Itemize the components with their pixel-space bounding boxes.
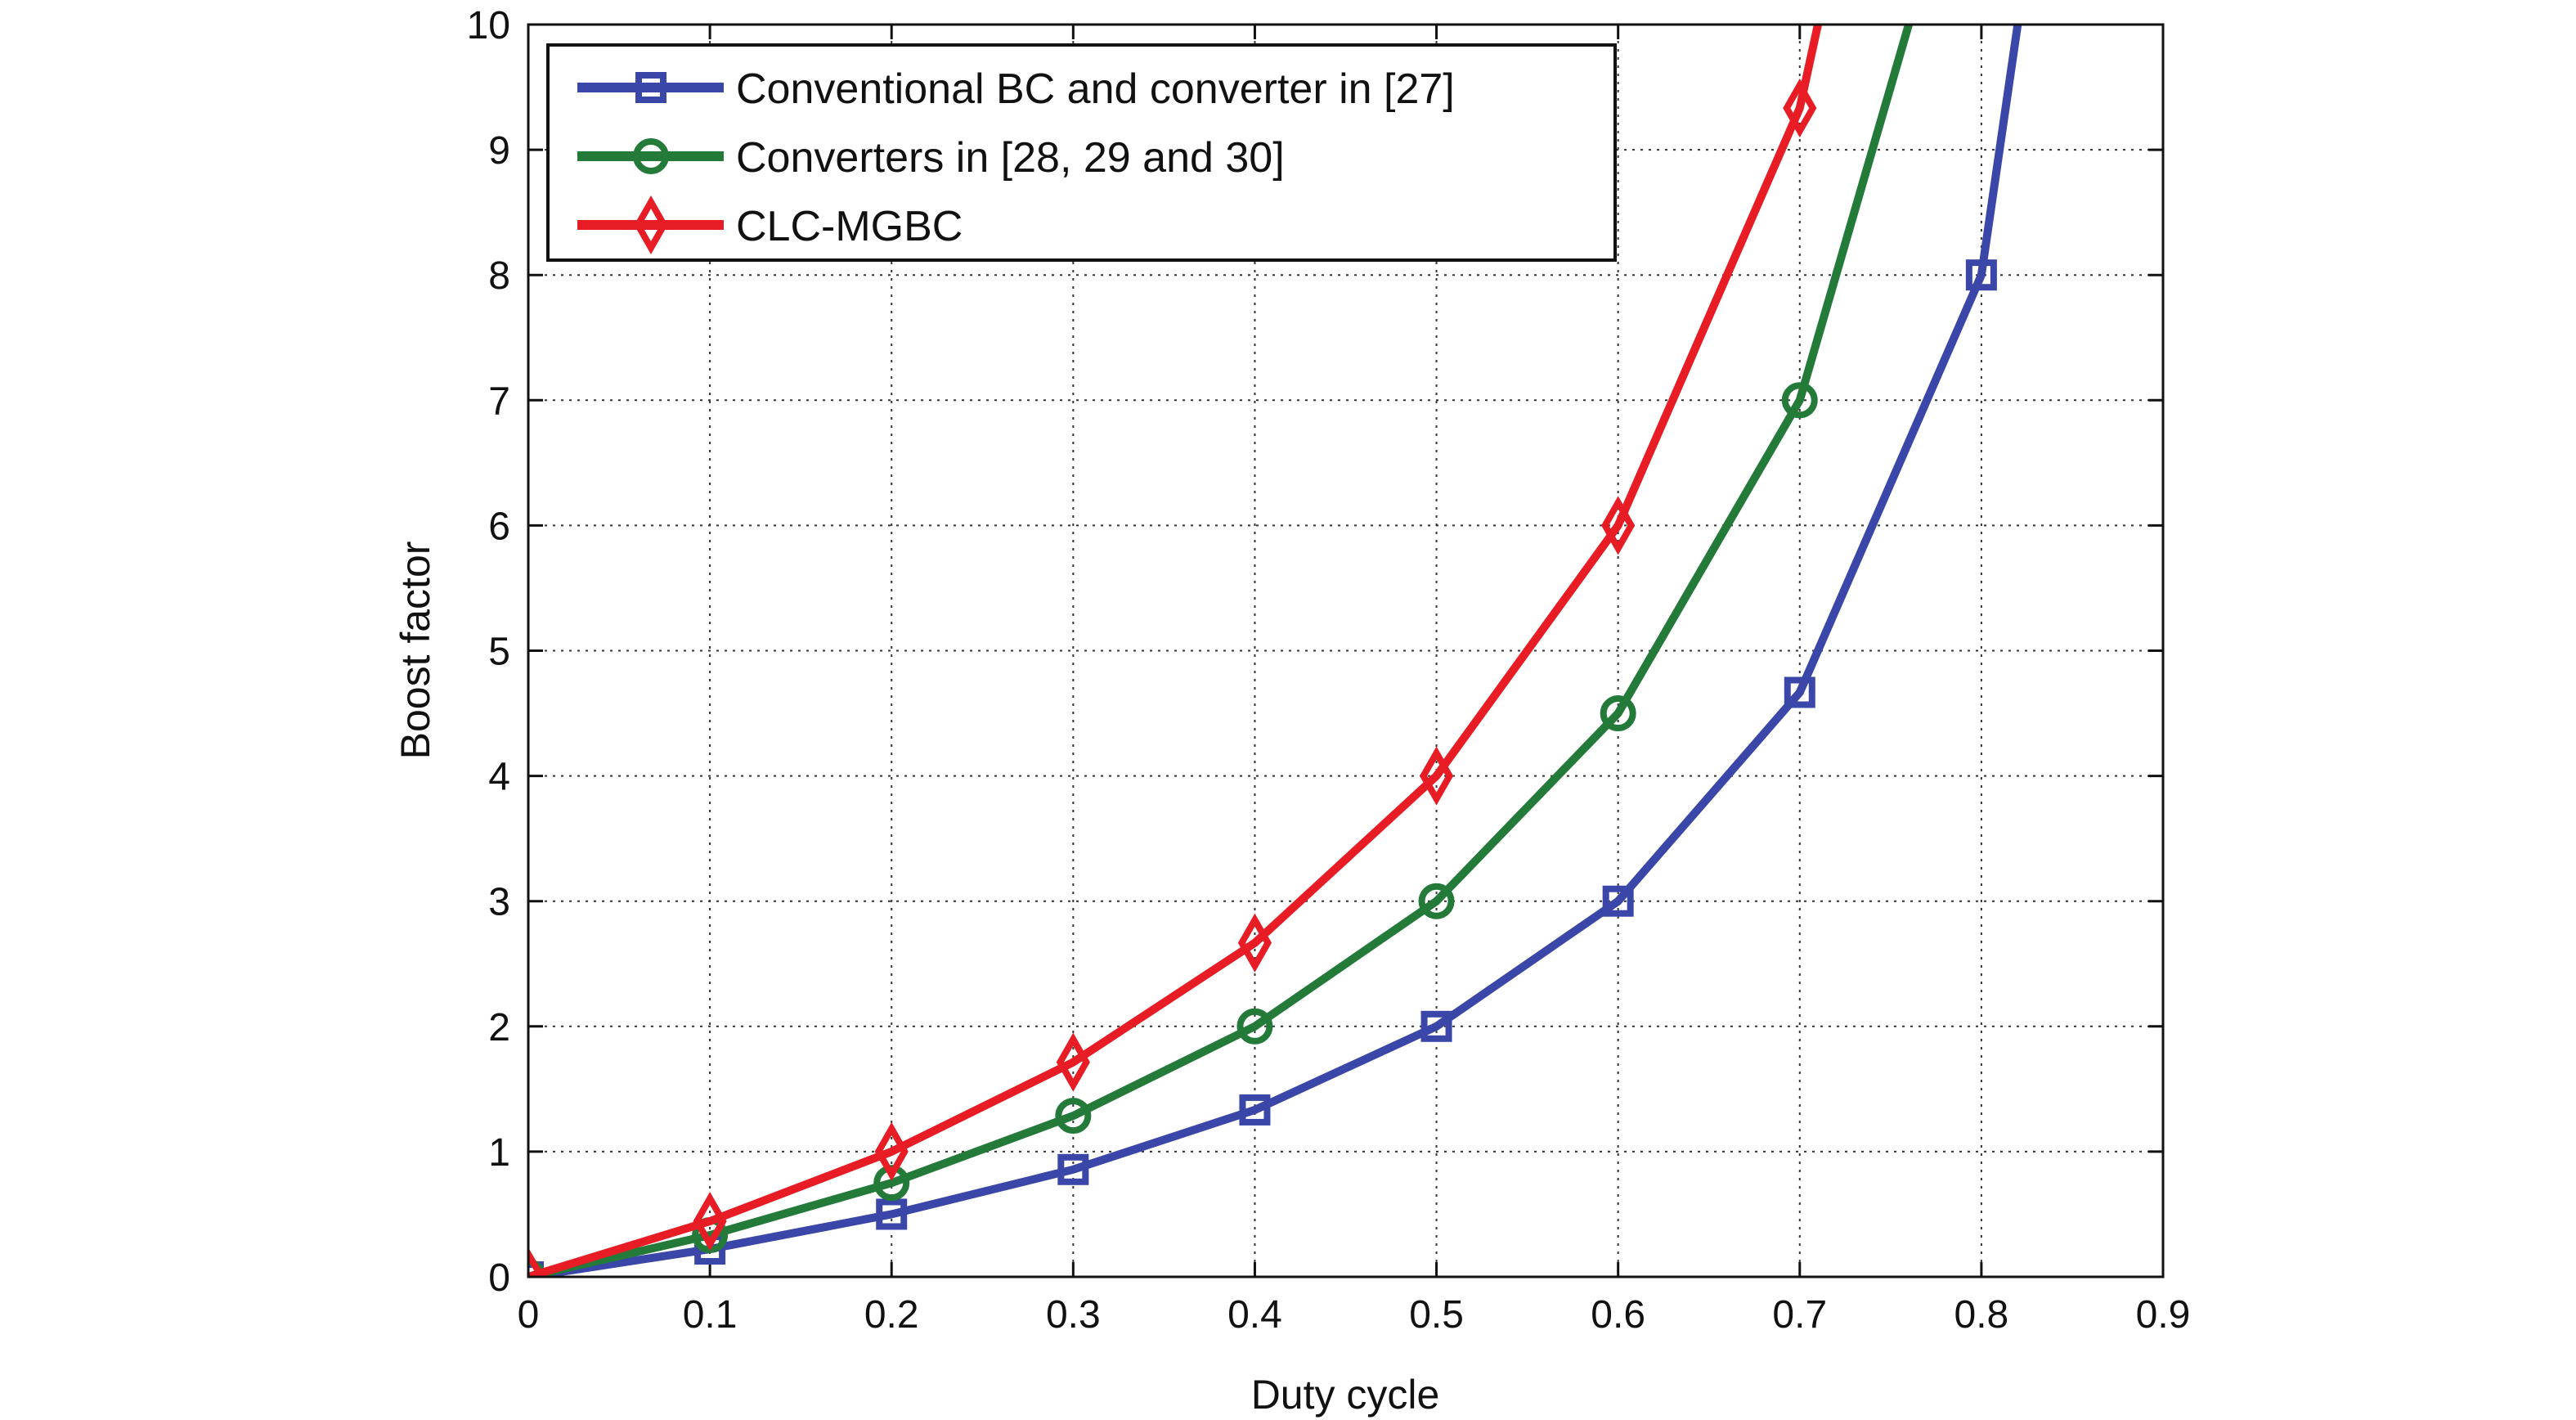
- y-tick-label: 10: [467, 4, 510, 47]
- series-square: [528, 25, 2022, 1277]
- diamond-marker: [1601, 496, 1636, 555]
- legend-label: Conventional BC and converter in [27]: [736, 65, 1455, 113]
- x-tick-label: 0.7: [1772, 1293, 1827, 1337]
- circle-marker: [1418, 883, 1455, 919]
- y-tick-label: 2: [488, 1006, 510, 1049]
- x-tick-label: 0.4: [1227, 1293, 1282, 1337]
- series-diamond: [528, 25, 1823, 1277]
- diamond-marker: [1783, 79, 1817, 138]
- y-axis-label: Boost factor: [393, 541, 438, 760]
- square-marker: [635, 72, 666, 103]
- series-line: [528, 25, 2022, 1277]
- x-tick-label: 0.3: [1046, 1293, 1101, 1337]
- square-marker: [876, 1198, 908, 1230]
- y-tick-label: 8: [488, 254, 510, 298]
- x-tick-label: 0.2: [864, 1293, 919, 1337]
- circle-marker: [633, 138, 669, 174]
- y-tick-label: 3: [488, 881, 510, 924]
- square-marker: [1420, 1010, 1452, 1042]
- x-tick-label: 0.6: [1591, 1293, 1645, 1337]
- series-line: [528, 25, 1914, 1277]
- legend-label: CLC-MGBC: [736, 203, 963, 250]
- series-circle: [528, 25, 1914, 1277]
- x-tick-label: 0.1: [683, 1293, 738, 1337]
- diamond-marker: [1056, 1032, 1090, 1092]
- diamond-marker: [1237, 913, 1272, 973]
- circle-marker: [1055, 1098, 1092, 1135]
- square-marker: [1239, 1094, 1271, 1126]
- x-tick-label: 0: [518, 1293, 540, 1337]
- square-marker: [1784, 676, 1815, 708]
- x-tick-label: 0.8: [1954, 1293, 2009, 1337]
- y-tick-label: 1: [488, 1131, 510, 1175]
- y-tick-label: 0: [488, 1256, 510, 1300]
- diamond-marker: [528, 1247, 545, 1277]
- y-tick-label: 7: [488, 380, 510, 423]
- circle-marker: [1600, 695, 1636, 732]
- x-tick-label: 0.9: [2136, 1293, 2191, 1337]
- legend-label: Converters in [28, 29 and 30]: [736, 134, 1285, 182]
- diamond-marker: [693, 1191, 727, 1251]
- series-layer: [528, 25, 2022, 1277]
- circle-marker: [1236, 1008, 1273, 1045]
- square-marker: [1057, 1153, 1089, 1185]
- diamond-marker: [1419, 746, 1454, 806]
- square-marker: [1602, 885, 1634, 917]
- y-tick-label: 4: [488, 756, 510, 799]
- circle-marker: [1781, 382, 1818, 419]
- y-tick-label: 6: [488, 505, 510, 548]
- plot-frame: [527, 23, 2165, 1278]
- x-axis-label: Duty cycle: [1251, 1372, 1440, 1418]
- y-tick-label: 9: [488, 129, 510, 173]
- diamond-marker: [874, 1121, 909, 1181]
- x-tick-label: 0.5: [1409, 1293, 1464, 1337]
- axis-ticks: 0 0.1 0.2 0.3 0.4 0.5 0.6 0.7 0.8 0.9 0 1 2 3 4 5 6 7 8 9 10: [467, 4, 2191, 1337]
- diamond-marker: [634, 195, 668, 255]
- square-marker: [1965, 259, 1997, 291]
- series-line: [528, 25, 1823, 1277]
- legend: Conventional BC and converter in [27] Con…: [546, 43, 1617, 262]
- y-tick-label: 5: [488, 631, 510, 674]
